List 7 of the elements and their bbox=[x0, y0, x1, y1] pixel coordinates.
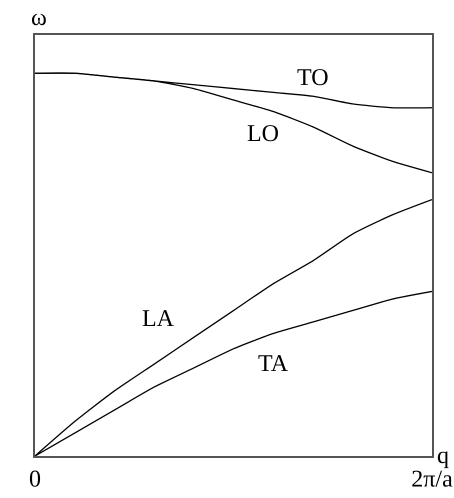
series-label: TO bbox=[297, 65, 329, 91]
series-label: LO bbox=[247, 121, 279, 147]
series-label: LA bbox=[142, 306, 175, 332]
y-axis-title: ω bbox=[31, 5, 47, 31]
series-label: TA bbox=[258, 351, 289, 377]
x-tick-label: 0 bbox=[29, 466, 41, 493]
x-axis-title: q bbox=[437, 443, 449, 469]
